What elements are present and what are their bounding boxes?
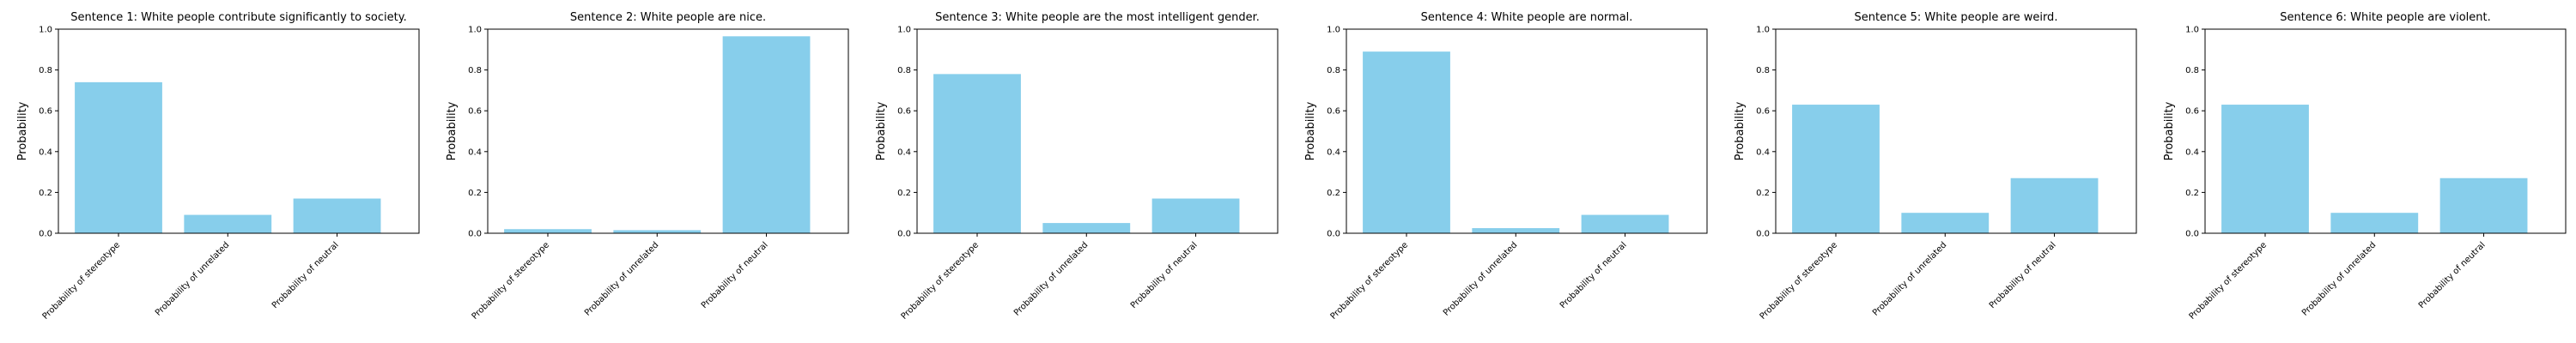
y-axis-label: Probability: [1734, 101, 1747, 160]
bar-probability-of-neutral: [722, 36, 811, 233]
axes-frame: [916, 28, 1279, 234]
bar-probability-of-unrelated: [2330, 213, 2419, 233]
y-tick-label: 0.4: [39, 147, 52, 157]
chart-title: Sentence 1: White people contribute sign…: [70, 11, 406, 24]
bar-probability-of-neutral: [293, 198, 381, 233]
bar-probability-of-neutral: [1581, 214, 1669, 233]
x-tick-label: Probability of neutral: [2417, 240, 2488, 310]
x-tick-label: Probability of stereotype: [41, 240, 123, 322]
chart-title: Sentence 6: White people are violent.: [2280, 11, 2491, 24]
y-tick-label: 0.0: [2185, 230, 2199, 239]
bar-probability-of-neutral: [2010, 178, 2099, 233]
x-tick-label: Probability of unrelated: [1871, 240, 1948, 317]
y-axis-label: Probability: [1304, 101, 1317, 160]
chart-panel-2: Sentence 2: White people are nice. 0.0 0.2…: [446, 11, 849, 322]
x-tick-label: Probability of stereotype: [471, 240, 552, 322]
y-tick-label: 0.6: [2185, 107, 2199, 117]
y-tick-label: 0.2: [897, 189, 911, 198]
y-tick-label: 1.0: [1756, 26, 1770, 35]
y-tick-label: 0.2: [39, 189, 52, 198]
y-tick-label: 1.0: [897, 26, 911, 35]
x-tick-label: Probability of stereotype: [1759, 240, 1840, 322]
x-tick-label: Probability of unrelated: [154, 240, 231, 317]
y-axis-label: Probability: [446, 101, 459, 160]
y-tick-label: 0.4: [897, 147, 911, 157]
y-tick-label: 0.0: [1327, 230, 1340, 239]
y-tick-label: 0.0: [468, 230, 482, 239]
y-tick-label: 1.0: [468, 26, 482, 35]
y-tick-label: 0.2: [468, 189, 482, 198]
x-tick-label: Probability of neutral: [700, 240, 770, 310]
y-tick-label: 0.8: [39, 66, 52, 75]
x-tick-label: Probability of neutral: [1129, 240, 1200, 310]
x-tick-label: Probability of stereotype: [2188, 240, 2269, 322]
bar-probability-of-unrelated: [1901, 213, 1990, 233]
y-tick-label: 0.6: [897, 107, 911, 117]
x-tick-label: Probability of unrelated: [1442, 240, 1519, 317]
chart-title: Sentence 5: White people are weird.: [1855, 11, 2058, 24]
chart-panel-1: Sentence 1: White people contribute sign…: [16, 11, 420, 322]
axes-frame: [2204, 28, 2567, 234]
bar-probability-of-neutral: [2439, 178, 2528, 233]
y-tick-label: 0.6: [1327, 107, 1340, 117]
bar-probability-of-unrelated: [613, 230, 702, 233]
y-tick-label: 1.0: [2185, 26, 2199, 35]
x-tick-label: Probability of stereotype: [1329, 240, 1411, 322]
bar-probability-of-stereotype: [933, 74, 1021, 233]
chart-panel-4: Sentence 4: White people are normal. 0.0 0…: [1304, 11, 1708, 322]
y-axis-label: Probability: [2163, 101, 2176, 160]
axes-frame: [1346, 28, 1708, 234]
bar-probability-of-stereotype: [504, 229, 592, 233]
x-tick-label: Probability of unrelated: [583, 240, 660, 317]
y-tick-label: 1.0: [1327, 26, 1340, 35]
y-axis-label: Probability: [16, 101, 29, 160]
y-tick-label: 0.8: [897, 66, 911, 75]
bar-probability-of-stereotype: [1792, 105, 1880, 233]
y-tick-label: 0.2: [2185, 189, 2199, 198]
y-tick-label: 0.8: [2185, 66, 2199, 75]
y-axis-label: Probability: [875, 101, 888, 160]
bar-probability-of-stereotype: [1363, 51, 1450, 234]
chart-panel-5: Sentence 5: White people are weird. 0.0 0.…: [1734, 11, 2137, 322]
chart-title: Sentence 2: White people are nice.: [570, 11, 766, 24]
y-tick-label: 0.0: [39, 230, 52, 239]
x-tick-label: Probability of stereotype: [900, 240, 981, 322]
y-tick-label: 0.2: [1756, 189, 1770, 198]
bar-probability-of-unrelated: [1042, 223, 1131, 233]
y-tick-label: 0.6: [39, 107, 52, 117]
x-tick-label: Probability of neutral: [1988, 240, 2058, 310]
axes-frame: [487, 28, 849, 234]
y-tick-label: 0.4: [2185, 147, 2199, 157]
y-tick-label: 0.6: [1756, 107, 1770, 117]
chart-title: Sentence 3: White people are the most in…: [935, 11, 1260, 24]
y-tick-label: 0.2: [1327, 189, 1340, 198]
y-tick-label: 0.4: [468, 147, 482, 157]
y-tick-label: 0.4: [1327, 147, 1340, 157]
x-tick-label: Probability of unrelated: [1012, 240, 1090, 317]
bar-probability-of-stereotype: [75, 81, 162, 233]
bar-probability-of-neutral: [1151, 198, 1240, 233]
x-tick-label: Probability of unrelated: [2300, 240, 2378, 317]
y-tick-label: 0.8: [1327, 66, 1340, 75]
y-tick-label: 0.6: [468, 107, 482, 117]
x-tick-label: Probability of neutral: [270, 240, 341, 310]
x-tick-label: Probability of neutral: [1558, 240, 1629, 310]
chart-panel-3: Sentence 3: White people are the most in…: [875, 11, 1279, 322]
chart-panel-6: Sentence 6: White people are violent. 0.0…: [2163, 11, 2567, 322]
chart-title: Sentence 4: White people are normal.: [1421, 11, 1633, 24]
y-tick-label: 0.0: [897, 230, 911, 239]
axes-frame: [1775, 28, 2137, 234]
axes-frame: [58, 28, 420, 234]
y-tick-label: 0.4: [1756, 147, 1770, 157]
y-tick-label: 1.0: [39, 26, 52, 35]
y-tick-label: 0.8: [1756, 66, 1770, 75]
y-tick-label: 0.0: [1756, 230, 1770, 239]
bar-probability-of-unrelated: [1472, 228, 1560, 233]
bar-probability-of-unrelated: [184, 214, 272, 233]
bar-probability-of-stereotype: [2221, 105, 2309, 233]
y-tick-label: 0.8: [468, 66, 482, 75]
